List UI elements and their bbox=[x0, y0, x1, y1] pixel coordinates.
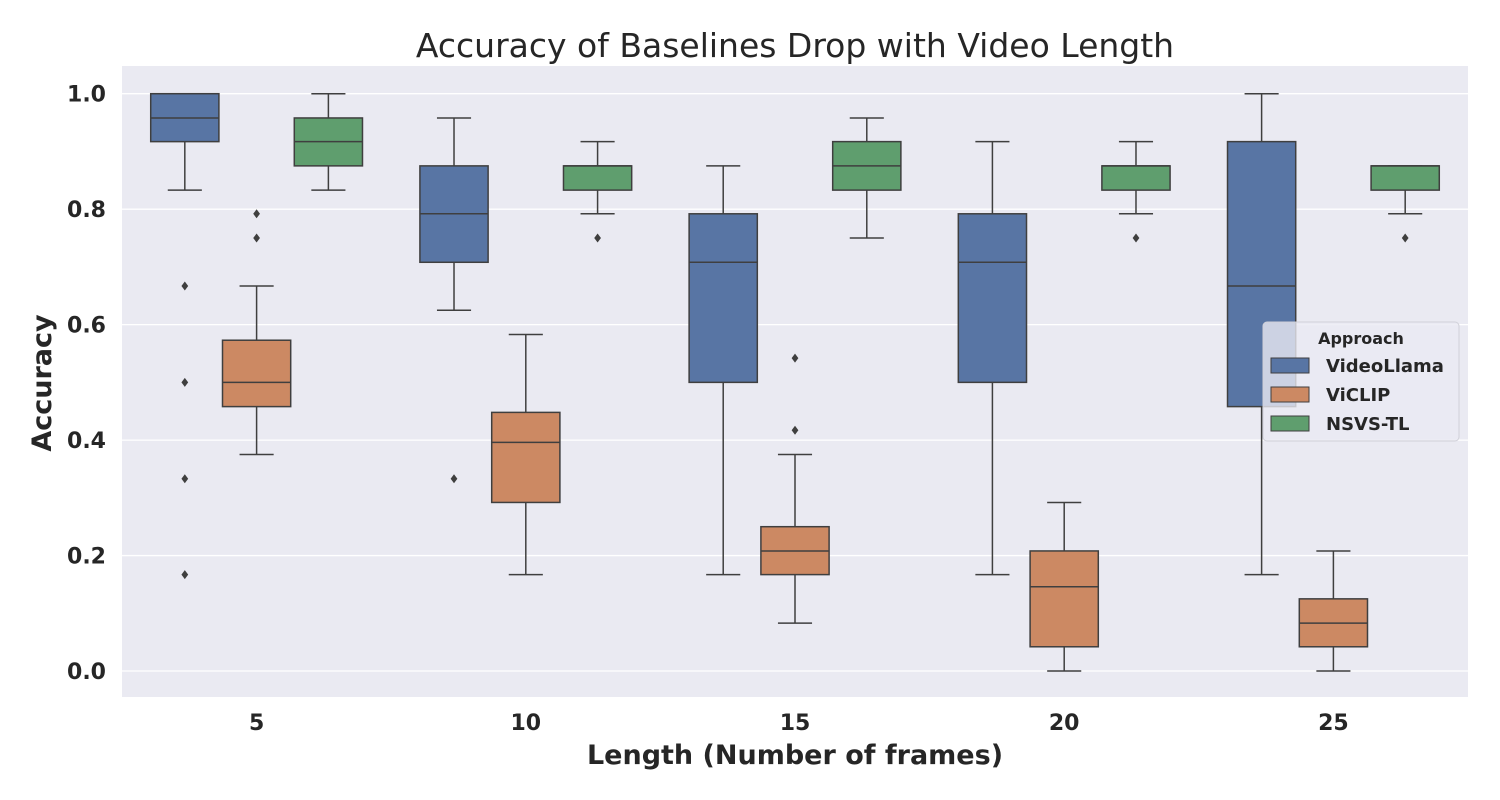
outlier-point bbox=[181, 281, 189, 291]
legend-label-nsvs-tl: NSVS-TL bbox=[1326, 414, 1410, 435]
outlier-point bbox=[181, 570, 189, 580]
box-nsvs-tl-20 bbox=[1101, 140, 1171, 243]
x-tick-label: 15 bbox=[780, 711, 811, 736]
box-nsvs-tl-25 bbox=[1370, 165, 1441, 243]
box-groups bbox=[149, 92, 1441, 672]
box-videollama-10 bbox=[419, 117, 489, 484]
box-iqr bbox=[1101, 165, 1171, 191]
box-videollama-20 bbox=[957, 140, 1028, 576]
box-iqr bbox=[957, 213, 1028, 384]
y-tick-label: 0.8 bbox=[67, 198, 106, 223]
box-iqr bbox=[490, 411, 561, 504]
box-iqr bbox=[1370, 165, 1441, 191]
x-axis-label: Length (Number of frames) bbox=[587, 740, 1003, 771]
x-tick-label: 20 bbox=[1049, 711, 1080, 736]
legend-label-videollama: VideoLlama bbox=[1326, 356, 1444, 377]
outlier-point bbox=[181, 474, 189, 484]
outlier-point bbox=[791, 353, 799, 363]
box-viclip-5 bbox=[221, 209, 292, 456]
legend-swatch-videollama bbox=[1270, 357, 1310, 374]
y-tick-label: 0.6 bbox=[67, 314, 106, 339]
x-tick-labels: 5 10 15 20 25 bbox=[249, 711, 1349, 736]
box-iqr bbox=[1029, 550, 1100, 648]
legend: Approach VideoLlama ViCLIP NSVS-TL bbox=[1262, 321, 1460, 442]
outlier-point bbox=[594, 233, 601, 243]
box-viclip-25 bbox=[1298, 550, 1369, 672]
legend-swatch-viclip bbox=[1270, 386, 1310, 403]
legend-swatch-nsvs-tl bbox=[1270, 415, 1310, 432]
box-viclip-10 bbox=[490, 333, 561, 576]
box-videollama-5 bbox=[149, 92, 220, 580]
box-nsvs-tl-10 bbox=[562, 140, 633, 243]
x-tick-label: 25 bbox=[1318, 711, 1349, 736]
y-tick-labels: 0.0 0.2 0.4 0.6 0.8 1.0 bbox=[67, 83, 106, 685]
outlier-point bbox=[1132, 233, 1140, 243]
outlier-point bbox=[450, 474, 458, 484]
legend-label-viclip: ViCLIP bbox=[1326, 385, 1390, 406]
box-nsvs-tl-15 bbox=[831, 117, 902, 239]
x-tick-label: 5 bbox=[249, 711, 264, 736]
outlier-point bbox=[181, 377, 189, 387]
y-axis-label: Accuracy bbox=[27, 314, 58, 452]
box-iqr bbox=[221, 339, 292, 408]
y-tick-label: 1.0 bbox=[67, 83, 106, 108]
box-iqr bbox=[688, 213, 759, 384]
outlier-point bbox=[253, 209, 260, 219]
outlier-point bbox=[1401, 233, 1409, 243]
y-tick-label: 0.0 bbox=[67, 660, 106, 685]
box-nsvs-tl-5 bbox=[293, 92, 364, 191]
legend-frame bbox=[1262, 321, 1460, 442]
y-tick-label: 0.4 bbox=[67, 429, 106, 454]
box-viclip-20 bbox=[1029, 501, 1100, 672]
box-viclip-15 bbox=[760, 353, 830, 624]
legend-title: Approach bbox=[1318, 329, 1404, 348]
y-tick-label: 0.2 bbox=[67, 545, 106, 570]
outlier-point bbox=[791, 425, 799, 435]
box-videollama-15 bbox=[688, 165, 759, 576]
x-tick-label: 10 bbox=[510, 711, 541, 736]
chart-title: Accuracy of Baselines Drop with Video Le… bbox=[416, 26, 1174, 65]
outlier-point bbox=[253, 233, 260, 243]
box-iqr bbox=[562, 165, 633, 191]
